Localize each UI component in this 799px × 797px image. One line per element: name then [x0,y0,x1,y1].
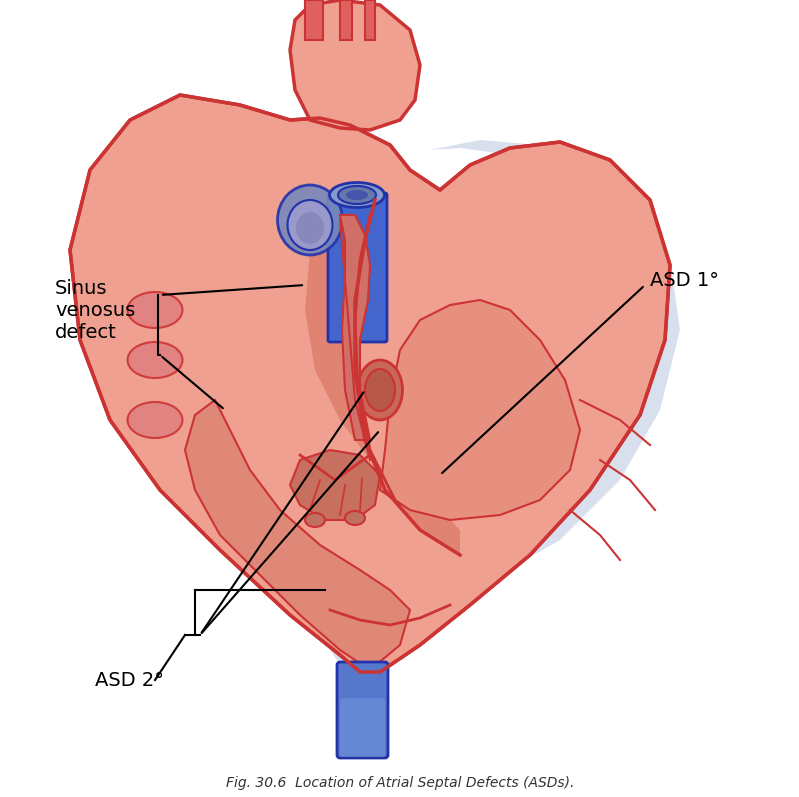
Polygon shape [340,215,370,440]
Polygon shape [305,0,323,40]
Polygon shape [380,300,580,520]
Ellipse shape [128,342,182,378]
Text: ASD 1°: ASD 1° [650,270,719,289]
Polygon shape [290,450,380,520]
Polygon shape [330,140,680,680]
Ellipse shape [128,402,182,438]
Ellipse shape [305,513,325,527]
Ellipse shape [357,360,403,420]
Ellipse shape [277,185,343,255]
Ellipse shape [288,200,332,250]
Polygon shape [70,95,670,672]
Ellipse shape [329,183,384,207]
Ellipse shape [128,292,182,328]
FancyBboxPatch shape [337,662,388,758]
FancyBboxPatch shape [328,193,387,342]
Polygon shape [305,200,460,555]
Text: ASD 2°: ASD 2° [95,670,164,689]
Polygon shape [290,0,420,130]
Text: Sinus
venosus
defect: Sinus venosus defect [55,278,135,341]
Ellipse shape [346,190,368,200]
Polygon shape [365,0,375,40]
Ellipse shape [365,369,395,411]
Ellipse shape [296,212,324,244]
FancyBboxPatch shape [340,698,385,757]
Ellipse shape [345,511,365,525]
Polygon shape [185,400,410,670]
Ellipse shape [338,186,376,204]
Text: Fig. 30.6  Location of Atrial Septal Defects (ASDs).: Fig. 30.6 Location of Atrial Septal Defe… [226,776,574,790]
Polygon shape [340,0,352,40]
